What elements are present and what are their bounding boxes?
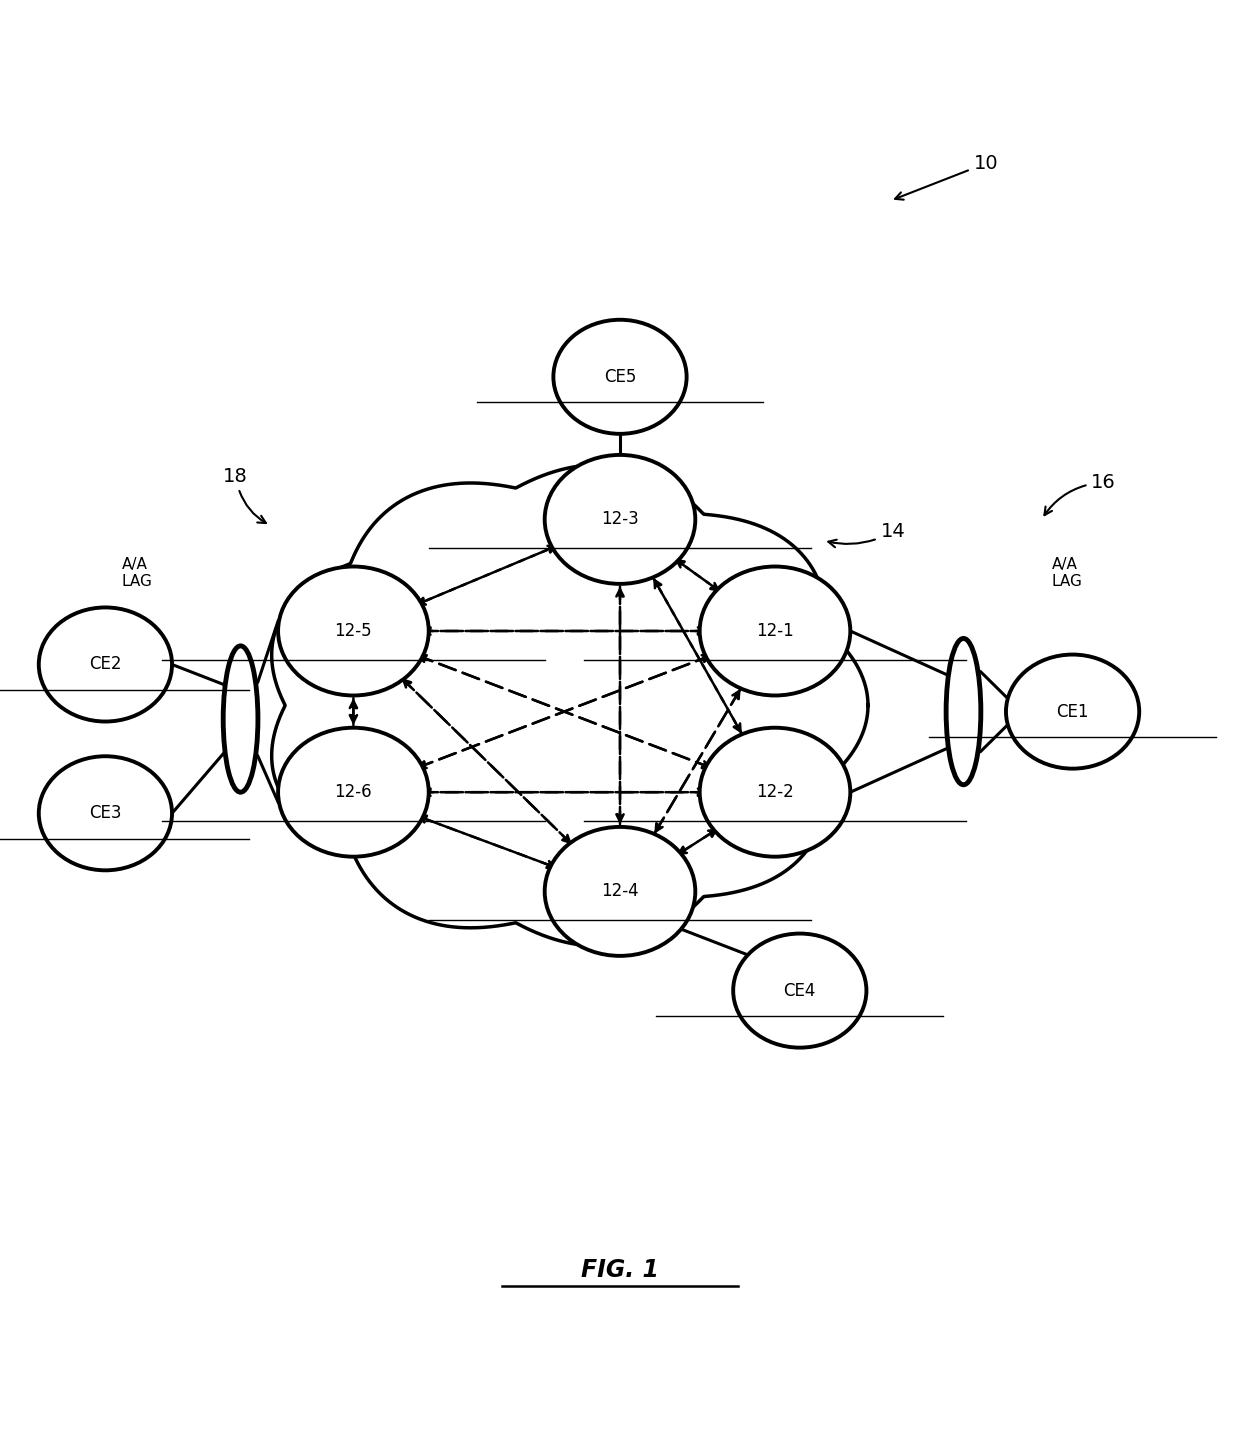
Ellipse shape [699, 728, 851, 857]
Text: CE5: CE5 [604, 368, 636, 385]
Text: CE1: CE1 [1056, 702, 1089, 721]
Text: CE2: CE2 [89, 656, 122, 673]
Text: 12-6: 12-6 [335, 783, 372, 801]
Text: A/A
LAG: A/A LAG [122, 556, 153, 589]
Ellipse shape [1006, 654, 1140, 769]
Text: 12-5: 12-5 [335, 623, 372, 640]
Text: 12-4: 12-4 [601, 882, 639, 901]
Text: 12-3: 12-3 [601, 510, 639, 529]
Ellipse shape [733, 934, 867, 1048]
Text: 14: 14 [828, 523, 905, 547]
Ellipse shape [278, 566, 429, 695]
Ellipse shape [553, 320, 687, 434]
Ellipse shape [278, 728, 429, 857]
Ellipse shape [544, 455, 696, 584]
Ellipse shape [38, 608, 172, 721]
Text: CE3: CE3 [89, 804, 122, 822]
Ellipse shape [544, 827, 696, 956]
Text: 16: 16 [1044, 472, 1116, 515]
Ellipse shape [699, 566, 851, 695]
Text: FIG. 1: FIG. 1 [582, 1258, 658, 1281]
Text: A/A
LAG: A/A LAG [1052, 556, 1083, 589]
Text: 10: 10 [895, 153, 998, 200]
Text: 18: 18 [223, 466, 265, 523]
Text: CE4: CE4 [784, 982, 816, 999]
Ellipse shape [38, 756, 172, 870]
Text: 12-1: 12-1 [756, 623, 794, 640]
Text: 12-2: 12-2 [756, 783, 794, 801]
